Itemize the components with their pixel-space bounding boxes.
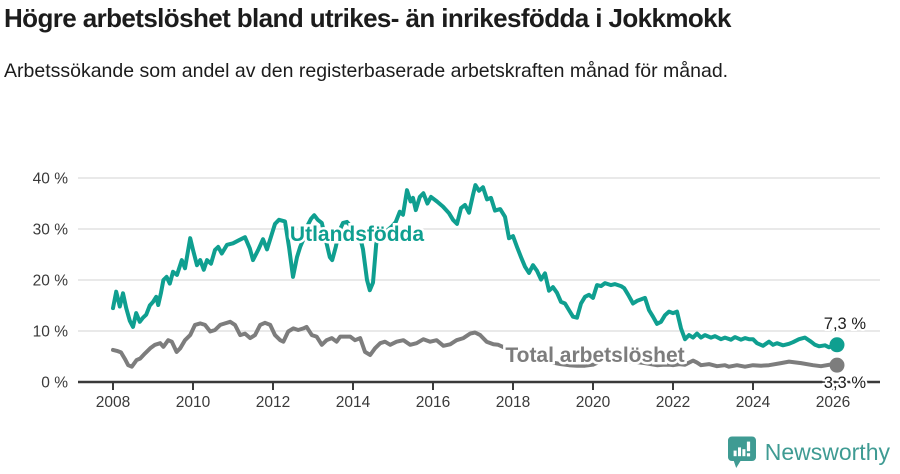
series-end-label-0: 7,3 % bbox=[824, 315, 867, 333]
series-label-0: Utlandsfödda bbox=[290, 223, 424, 246]
brand-name: Newsworthy bbox=[764, 439, 890, 465]
y-axis-label: 10 % bbox=[33, 324, 69, 341]
chart-header: Högre arbetslöshet bland utrikes- än inr… bbox=[4, 3, 898, 86]
x-axis-label: 2018 bbox=[496, 394, 530, 411]
x-axis-label: 2014 bbox=[336, 394, 371, 411]
x-axis-label: 2008 bbox=[96, 394, 130, 411]
x-axis-label: 2012 bbox=[256, 394, 290, 411]
newsworthy-logo-icon bbox=[727, 436, 756, 468]
x-axis-label: 2016 bbox=[416, 394, 450, 411]
x-axis-label: 2026 bbox=[816, 394, 850, 411]
brand-footer: Newsworthy bbox=[727, 436, 890, 469]
series-end-label-1: 3,3 % bbox=[824, 374, 867, 392]
series-end-dot-1 bbox=[829, 357, 845, 373]
y-axis-label: 0 % bbox=[41, 375, 68, 392]
series-end-dot-0 bbox=[829, 337, 845, 353]
series-line-1 bbox=[111, 319, 839, 369]
y-axis-label: 20 % bbox=[33, 273, 69, 290]
series-line-0 bbox=[111, 183, 839, 350]
y-axis-label: 30 % bbox=[33, 222, 69, 239]
chart-subtitle: Arbetssökande som andel av den registerb… bbox=[4, 59, 729, 82]
page-title: Högre arbetslöshet bland utrikes- än inr… bbox=[4, 3, 731, 33]
x-axis-label: 2024 bbox=[736, 394, 771, 411]
y-axis-label: 40 % bbox=[33, 171, 69, 188]
x-axis-label: 2010 bbox=[176, 394, 211, 411]
x-axis-label: 2020 bbox=[576, 394, 611, 411]
x-axis-label: 2022 bbox=[656, 394, 690, 411]
series-label-1: Total arbetslöshet bbox=[505, 344, 684, 367]
